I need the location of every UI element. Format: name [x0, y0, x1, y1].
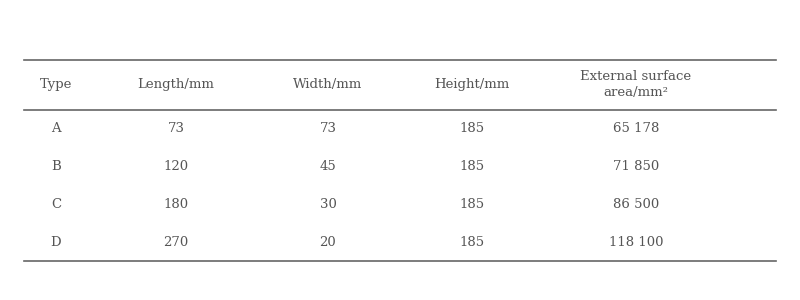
Text: 73: 73: [167, 122, 185, 135]
Text: 30: 30: [319, 198, 337, 211]
Text: 118 100: 118 100: [609, 236, 663, 249]
Text: B: B: [51, 160, 61, 173]
Text: 185: 185: [459, 236, 485, 249]
Text: Length/mm: Length/mm: [138, 78, 214, 91]
Text: C: C: [51, 198, 61, 211]
Text: 45: 45: [320, 160, 336, 173]
Text: External surface
area/mm²: External surface area/mm²: [581, 70, 691, 99]
Text: 120: 120: [163, 160, 189, 173]
Text: D: D: [50, 236, 62, 249]
Text: Height/mm: Height/mm: [434, 78, 510, 91]
Text: Width/mm: Width/mm: [294, 78, 362, 91]
Text: 71 850: 71 850: [613, 160, 659, 173]
Text: 180: 180: [163, 198, 189, 211]
Text: 73: 73: [319, 122, 337, 135]
Text: Type: Type: [40, 78, 72, 91]
Text: 185: 185: [459, 160, 485, 173]
Text: 20: 20: [320, 236, 336, 249]
Text: 270: 270: [163, 236, 189, 249]
Text: 185: 185: [459, 122, 485, 135]
Text: 185: 185: [459, 198, 485, 211]
Text: 86 500: 86 500: [613, 198, 659, 211]
Text: A: A: [51, 122, 61, 135]
Text: 65 178: 65 178: [613, 122, 659, 135]
